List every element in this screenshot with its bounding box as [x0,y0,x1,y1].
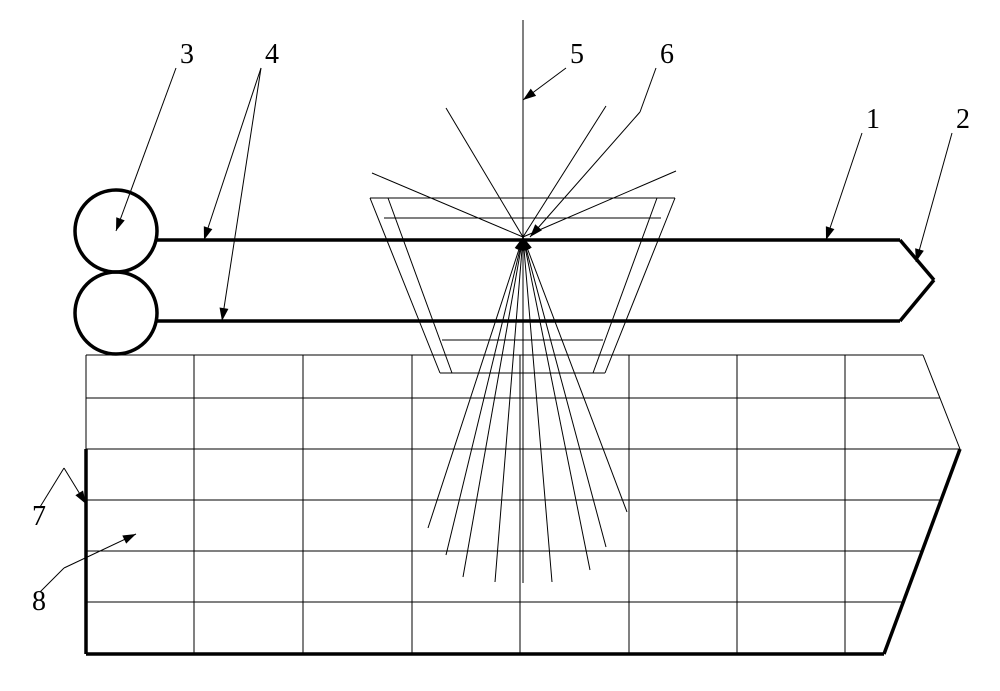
callout-2: 2 [956,104,970,135]
callout-5: 5 [570,39,584,70]
callout-6: 6 [660,39,674,70]
callout-7: 7 [32,501,46,532]
callout-8: 8 [32,586,46,617]
callout-3: 3 [180,39,194,70]
callout-4: 4 [265,39,279,70]
callout-1: 1 [866,104,880,135]
